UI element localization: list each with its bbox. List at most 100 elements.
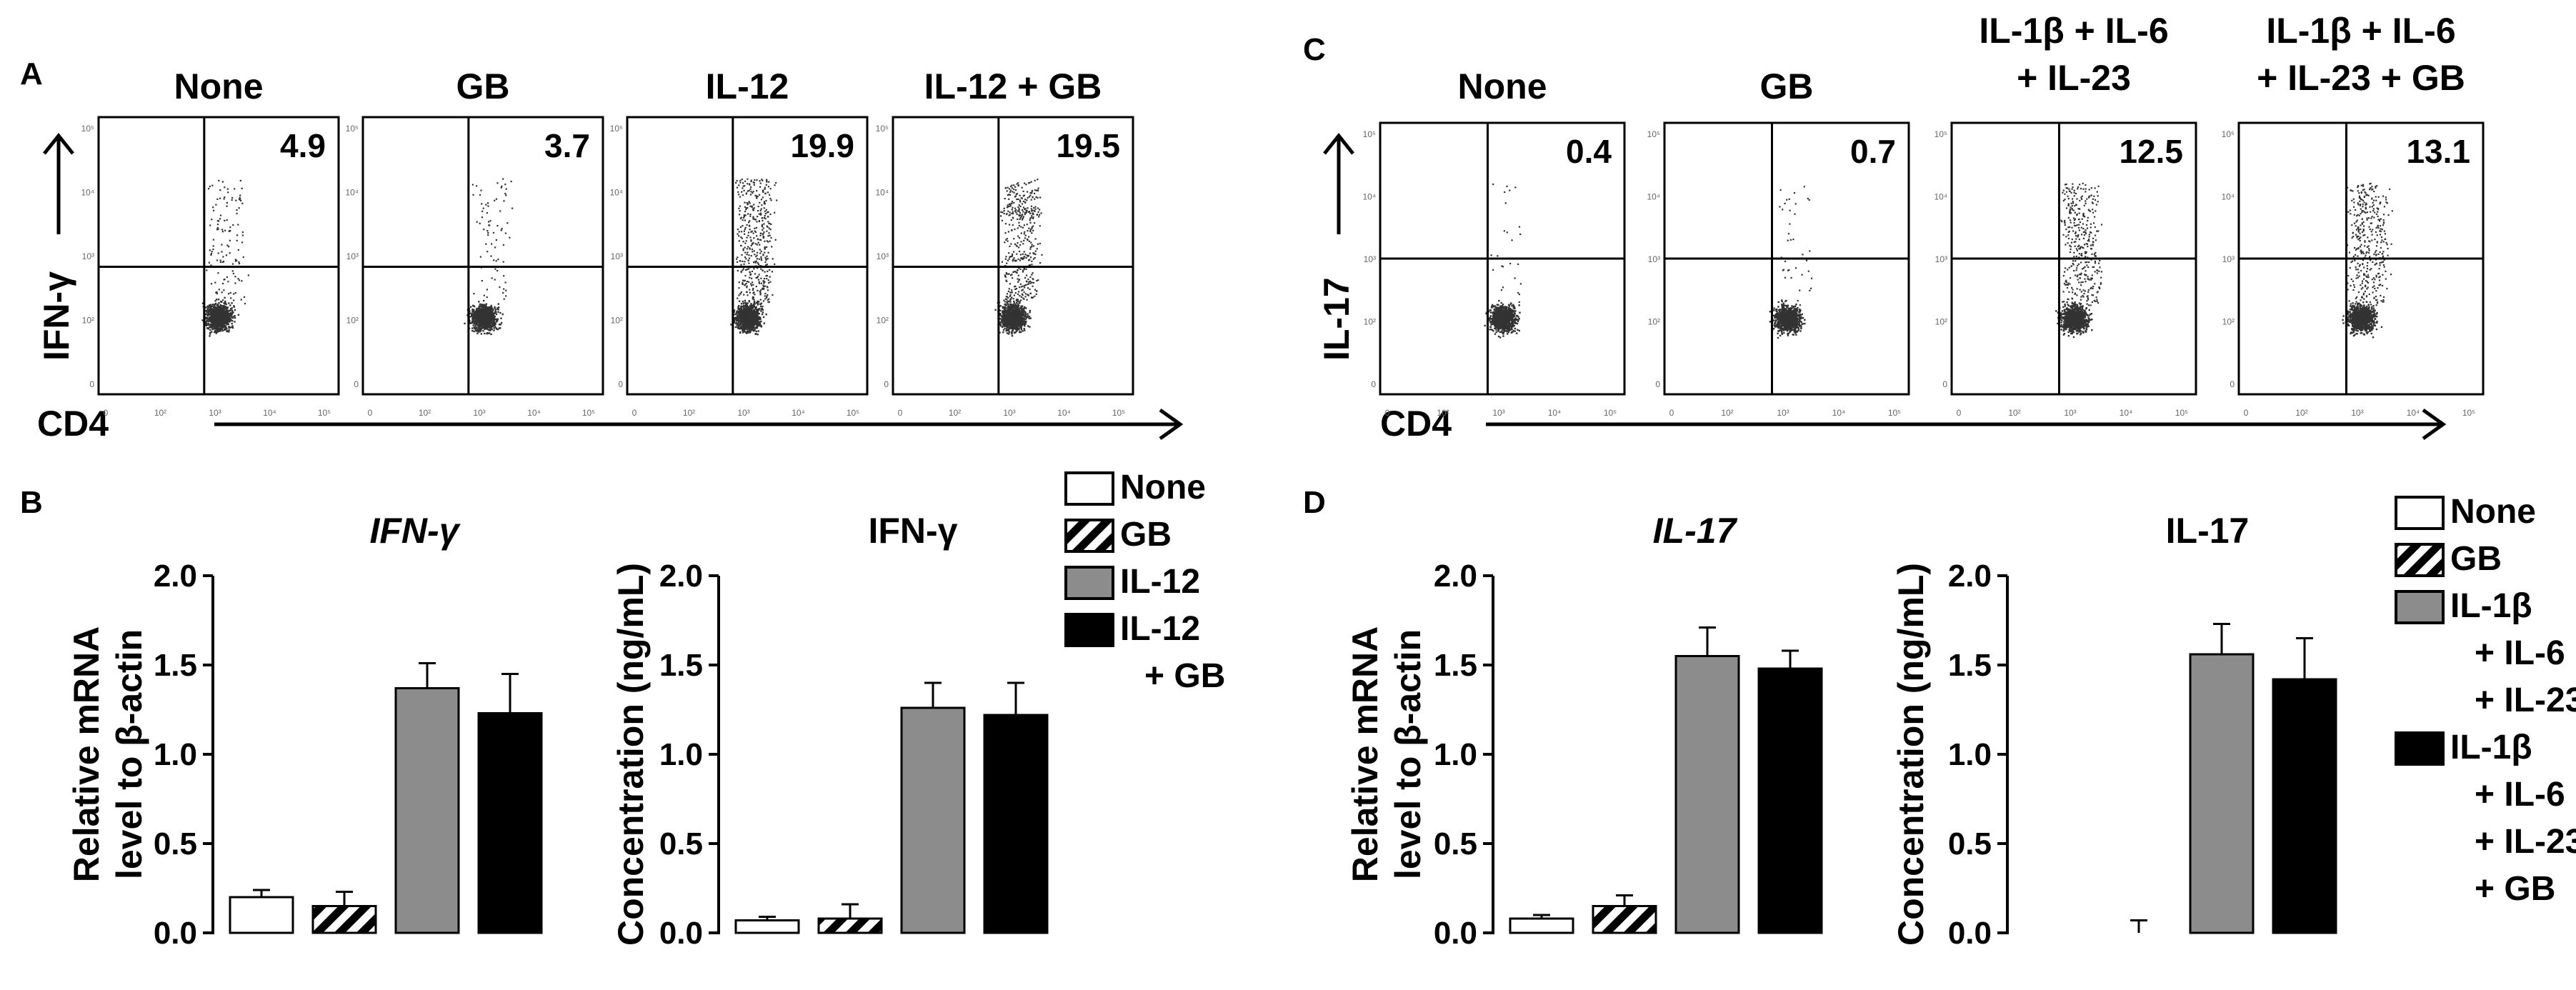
flow-dot — [742, 283, 744, 285]
flow-dot — [764, 192, 767, 195]
flow-dot — [1004, 197, 1006, 200]
flow-dot — [1002, 320, 1004, 322]
flow-dot — [1029, 317, 1032, 319]
flow-dot — [1018, 204, 1020, 206]
flow-dot — [741, 327, 744, 329]
flow-dot — [219, 214, 222, 216]
flow-dot — [762, 269, 764, 271]
flow-dot — [1023, 257, 1025, 259]
flow-y-tick-label: 10⁴ — [81, 188, 94, 198]
flow-dot — [754, 308, 757, 310]
flow-dot — [1039, 196, 1042, 199]
flow-dot — [1017, 299, 1019, 301]
flow-x-tick-label: 10⁵ — [582, 408, 595, 418]
flow-dot — [1021, 289, 1023, 291]
flow-dot — [1030, 256, 1032, 259]
flow-dot — [215, 307, 218, 309]
flow-x-tick-label: 10² — [949, 408, 961, 418]
flow-dot — [223, 304, 225, 307]
flow-dot — [487, 234, 489, 236]
flow-dot — [491, 308, 494, 310]
flow-dot — [476, 319, 478, 321]
flow-x-tick-label: 10² — [683, 408, 695, 418]
flow-dot — [750, 179, 752, 181]
flow-dot — [221, 318, 224, 320]
flow-dot — [1027, 191, 1029, 193]
flow-dot — [471, 318, 474, 320]
flow-dot — [736, 324, 738, 326]
flow-dot — [742, 302, 745, 304]
flow-dot — [1011, 291, 1013, 294]
flow-dot — [474, 324, 476, 327]
flow-dot — [1499, 336, 1502, 339]
flow-dot — [742, 225, 744, 227]
flow-dot — [225, 306, 227, 308]
flow-dot — [479, 194, 481, 196]
flow-dot — [216, 303, 219, 306]
flow-dot — [758, 301, 760, 303]
flow-dot — [1012, 329, 1014, 332]
flow-dot — [1018, 312, 1020, 315]
flow-dot — [215, 304, 217, 306]
flow-dot — [744, 219, 746, 221]
flow-dot — [1019, 307, 1022, 310]
flow-dot — [762, 309, 764, 311]
flow-dot — [505, 295, 507, 297]
flow-dot — [1007, 312, 1010, 314]
flow-dot — [479, 318, 481, 320]
flow-dot — [767, 191, 769, 194]
flow-dot — [509, 236, 511, 239]
flow-dot — [1022, 216, 1024, 218]
flow-dot — [477, 331, 479, 333]
flow-dot — [748, 321, 751, 323]
flow-dot — [755, 256, 757, 258]
flow-dot — [745, 207, 747, 209]
flow-x-tick-label: 10⁴ — [792, 408, 805, 418]
flow-dot — [754, 194, 757, 196]
flow-dot — [1019, 194, 1021, 196]
flow-dot — [738, 240, 740, 242]
flow-dot — [240, 299, 242, 301]
flow-dot — [753, 305, 755, 307]
flow-dot — [1006, 273, 1008, 275]
flow-x-tick-label: 10⁴ — [1057, 408, 1071, 418]
flow-dot — [1027, 325, 1029, 327]
flow-dot — [1006, 190, 1008, 192]
flow-dot — [1012, 309, 1014, 312]
flow-dot — [216, 313, 218, 315]
flow-dot — [481, 216, 483, 219]
flow-dot — [744, 279, 746, 281]
flow-dot — [739, 309, 742, 311]
flow-dot — [1015, 319, 1017, 321]
flow-dot — [216, 226, 219, 229]
flow-dot — [244, 302, 246, 305]
flow-dot — [752, 287, 754, 290]
flow-dot — [760, 250, 762, 252]
flow-dot — [219, 321, 221, 323]
flow-dot — [1001, 326, 1004, 328]
flow-dot — [209, 331, 211, 334]
flow-dot — [225, 303, 227, 306]
flow-dot — [214, 330, 216, 332]
flow-dot — [1022, 321, 1024, 324]
flow-dot — [747, 309, 749, 312]
flow-dot — [751, 324, 753, 326]
flow-dot — [499, 286, 501, 289]
flow-dot — [767, 235, 769, 237]
flow-dot — [1017, 319, 1019, 322]
flow-dot — [1004, 186, 1007, 189]
flow-dot — [224, 303, 226, 305]
flow-dot — [763, 322, 765, 324]
flow-dot — [241, 241, 244, 244]
flow-dot — [756, 317, 759, 319]
flow-dot — [764, 292, 767, 295]
flow-dot — [486, 327, 489, 329]
flow-dot — [764, 240, 766, 242]
flow-dot — [749, 331, 752, 333]
flow-dot — [1022, 257, 1024, 259]
flow-dot — [752, 232, 754, 234]
flow-dot — [1003, 317, 1006, 319]
flow-dot — [1004, 304, 1006, 306]
flow-dot — [229, 239, 231, 241]
flow-dot — [750, 191, 752, 193]
